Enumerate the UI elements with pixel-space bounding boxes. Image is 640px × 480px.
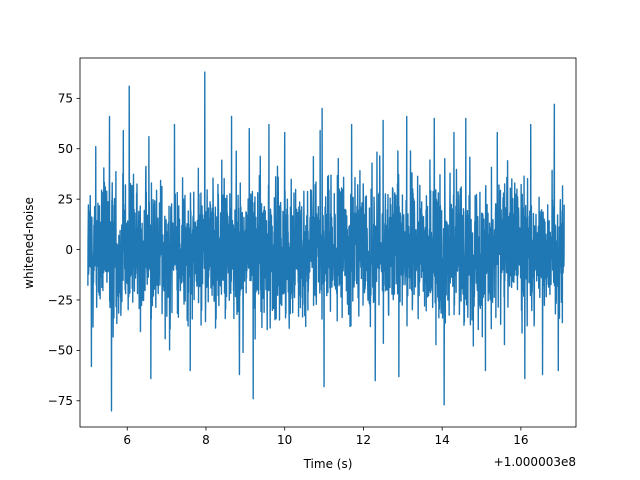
y-tick-label: 0: [65, 243, 73, 257]
y-tick-label: −75: [48, 394, 73, 408]
x-axis-offset-label: +1.000003e8: [494, 455, 576, 469]
plot-frame: [79, 57, 577, 428]
x-tick-label: 6: [123, 433, 131, 447]
y-tick-label: 75: [58, 92, 73, 106]
x-tick-label: 8: [202, 433, 210, 447]
series-line-0: [87, 71, 565, 412]
y-tick-label: 25: [58, 192, 73, 206]
x-tick-label: 14: [435, 433, 450, 447]
axes: 6 8 10 12 14 16 −75 −50 −25 0 25 50 75: [48, 57, 577, 447]
y-tick-label: 50: [58, 142, 73, 156]
y-tick-label: −50: [48, 344, 73, 358]
y-tick-label: −25: [48, 293, 73, 307]
x-axis-label: Time (s): [303, 457, 353, 471]
x-tick-label: 12: [356, 433, 371, 447]
x-tick-label: 10: [277, 433, 292, 447]
y-axis-label: whitened-noise: [22, 197, 36, 289]
plot-area: [87, 71, 565, 412]
x-tick-label: 16: [513, 433, 528, 447]
